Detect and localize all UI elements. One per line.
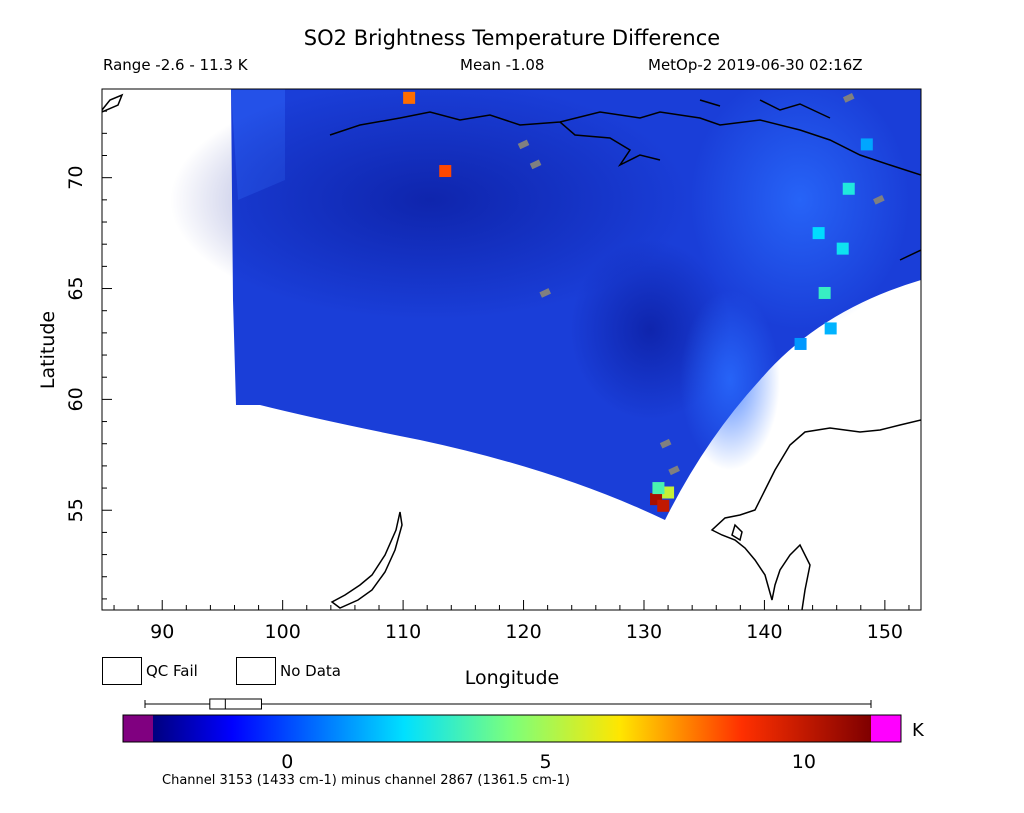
x-tick-label: 110 [385,621,421,643]
hotspot-pixel [439,165,452,178]
colorbar: 0 5 10 [122,698,902,772]
x-tick-label: 150 [867,621,903,643]
y-axis-label: Latitude [37,311,59,389]
hotspot-pixel [657,499,670,512]
x-tick-label: 90 [150,621,174,643]
mean-text: Mean -1.08 [460,56,545,74]
qc-fail-pixel [539,288,552,298]
hotspot-pixel [860,138,873,151]
hotspot-pixel [842,182,855,195]
swath-dark-region [170,89,690,320]
colorbar-frame [122,714,902,743]
qc-fail-label: QC Fail [146,662,198,680]
hotspot-pixel [824,322,837,335]
colorbar-under-swatch [123,715,153,742]
qc-fail-swatch [102,657,142,685]
x-axis-label: Longitude [465,667,560,689]
hotspot-pixel [836,242,849,255]
x-tick-label: 100 [265,621,301,643]
qc-fail-pixel [668,465,680,476]
range-text: Range -2.6 - 11.3 K [103,56,248,74]
colorbar-tick-label: 0 [281,751,293,772]
qc-fail-pixel [842,93,855,103]
y-tick-label: 70 [65,166,87,190]
hotspot-pixel [403,91,416,104]
swath-light-region [690,89,910,330]
qc-fail-pixel [529,159,542,170]
x-axis: 90 100 110 120 130 140 150 [113,600,910,643]
hotspot-pixel [812,227,825,240]
colorbar-tick-label: 5 [540,751,552,772]
plot-frame [101,88,922,611]
qc-fail-pixel [517,139,530,150]
chart-title: SO2 Brightness Temperature Difference [303,26,721,50]
colorbar-ticks: 0 5 10 [281,751,816,772]
qc-fail-pixel [873,195,885,205]
hotspot-pixel [652,482,665,495]
colorbar-tick-label: 10 [792,751,816,772]
x-tick-label: 130 [626,621,662,643]
hotspot-pixel [794,337,807,350]
hotspot-pixel [818,286,831,299]
satellite-time-text: MetOp-2 2019-06-30 02:16Z [648,56,863,74]
y-axis: 55 60 65 70 [65,88,112,600]
y-tick-label: 55 [65,498,87,522]
coastline [102,93,921,610]
channel-footnote: Channel 3153 (1433 cm-1) minus channel 2… [162,773,570,788]
value-distribution-boxplot [144,698,872,710]
no-data-swatch [236,657,276,685]
boxplot-box [209,698,262,710]
x-tick-label: 140 [746,621,782,643]
swath-light-region [680,290,780,470]
colorbar-over-swatch [871,715,901,742]
colorbar-unit: K [912,720,924,741]
y-tick-label: 65 [65,276,87,300]
hotspot-pixel [662,486,675,499]
no-data-label: No Data [280,662,341,680]
colorbar-gradient [153,715,871,742]
y-tick-label: 60 [65,387,87,411]
x-tick-label: 120 [505,621,541,643]
qc-fail-pixel [659,438,672,449]
